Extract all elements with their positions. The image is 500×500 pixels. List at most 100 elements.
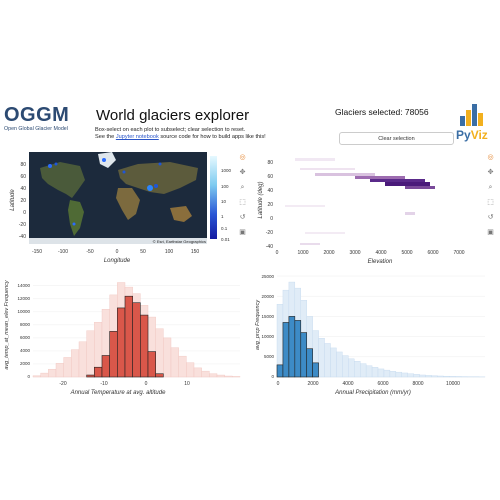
description-prefix: See the [95, 134, 116, 140]
colorbar-tick: 10 [221, 199, 227, 204]
precipitation-histogram[interactable]: avg_prcp Frequency 0 5000 10000 15000 20… [253, 270, 495, 400]
all-glaciers-bar [232, 376, 241, 378]
pyviz-py: Py [456, 128, 471, 142]
heatmap-xtick: 2000 [323, 250, 334, 256]
selected-glaciers-bar [300, 332, 308, 378]
map-ylabel: Latitude [10, 189, 16, 211]
all-glaciers-bar [336, 351, 343, 378]
all-glaciers-bar [324, 343, 331, 378]
all-glaciers-bar [78, 341, 87, 378]
heatmap-ylabel: Latitude (deg) [258, 181, 264, 218]
colorbar-tick: 100 [221, 184, 229, 189]
selected-glaciers-bar [312, 362, 319, 378]
all-glaciers-bar [178, 355, 187, 378]
pyviz-logo: PyViz [456, 104, 498, 144]
save-icon[interactable]: ▣ [487, 229, 494, 236]
selected-glaciers-bar [101, 355, 110, 378]
prcp-xtick: 10000 [446, 381, 460, 387]
save-icon[interactable]: ▣ [239, 229, 246, 236]
selected-glaciers-bar [294, 320, 302, 378]
zoom-icon[interactable]: ⌕ [240, 184, 245, 191]
all-glaciers-bar [437, 375, 444, 378]
map-xtick: -100 [58, 249, 68, 255]
prcp-ylabel: avg_prcp Frequency [255, 299, 261, 350]
bokeh-logo-icon[interactable]: ◎ [239, 154, 246, 161]
oggm-logo-subtitle: Open Global Glacier Model [4, 126, 68, 132]
bokeh-logo-icon[interactable]: ◎ [487, 154, 494, 161]
all-glaciers-bar [48, 368, 57, 378]
all-glaciers-bar [342, 355, 349, 378]
all-glaciers-bar [389, 371, 397, 378]
colorbar-tick: 1 [221, 214, 224, 219]
heatmap-xtick: 4000 [375, 250, 386, 256]
map-glacier-points [48, 158, 162, 226]
all-glaciers-bar [163, 337, 172, 378]
box-select-icon[interactable]: ⬚ [239, 199, 246, 206]
all-glaciers-bar [186, 362, 195, 378]
clear-selection-button[interactable]: Clear selection [339, 132, 454, 145]
all-glaciers-bar [55, 363, 64, 378]
heatmap-xtick: 7000 [453, 250, 464, 256]
all-glaciers-bar [449, 376, 456, 378]
selected-glaciers-bar [147, 351, 156, 378]
all-glaciers-bar [413, 374, 420, 378]
all-glaciers-bar [348, 358, 355, 378]
selected-glaciers-bar [306, 348, 313, 378]
heatmap-ytick: 20 [267, 202, 273, 208]
reset-icon[interactable]: ↺ [239, 214, 246, 221]
all-glaciers-bar [170, 347, 179, 378]
map-basemap [29, 152, 207, 244]
all-glaciers-bar [155, 328, 164, 378]
temp-ytick: 2000 [20, 361, 31, 366]
all-glaciers-bar [377, 368, 385, 378]
selected-glaciers-bar [288, 316, 296, 378]
heatmap-ytick: 40 [267, 188, 273, 194]
all-glaciers-bar [359, 363, 367, 378]
pan-icon[interactable]: ✥ [239, 169, 246, 176]
temperature-histogram[interactable]: avg_temp_at_mean_elev Frequency 0 2000 4… [0, 270, 250, 400]
all-glaciers-bar [401, 372, 408, 378]
map-xtick: 0 [116, 249, 119, 255]
heatmap-toolbar: ◎ ✥ ⌕ ⬚ ↺ ▣ [486, 153, 496, 243]
reset-icon[interactable]: ↺ [487, 214, 494, 221]
colorbar-tick: 1000 [221, 168, 232, 173]
selected-glaciers-bar [117, 307, 126, 378]
prcp-xtick: 2000 [307, 381, 318, 387]
glacier-map-plot[interactable]: Latitude 80 60 40 20 0 -20 -40 © Esri, E… [0, 150, 250, 245]
all-glaciers-bar [63, 357, 72, 378]
heatmap-ytick: 60 [267, 174, 273, 180]
prcp-ytick: 10000 [261, 334, 274, 339]
temp-ytick: 14000 [17, 283, 30, 288]
heatmap-xtick: 5000 [401, 250, 412, 256]
zoom-icon[interactable]: ⌕ [488, 184, 493, 191]
temp-xtick: 0 [145, 381, 148, 387]
all-glaciers-bar [86, 330, 95, 378]
temp-xlabel: Annual Temperature at avg. altitude [70, 390, 167, 396]
all-glaciers-bar [193, 367, 202, 378]
map-attribution: © Esri, Earthstar Geographics [153, 239, 206, 244]
map-toolbar: ◎ ✥ ⌕ ⬚ ↺ ▣ [238, 153, 248, 243]
box-select-icon[interactable]: ⬚ [487, 199, 494, 206]
map-xtick: 100 [165, 249, 174, 255]
prcp-xtick: 8000 [412, 381, 423, 387]
temp-bars [32, 282, 241, 378]
heatmap-xtick: 1000 [297, 250, 308, 256]
all-glaciers-bar [318, 338, 325, 378]
selected-glaciers-bar [276, 364, 284, 378]
all-glaciers-bar [209, 373, 218, 378]
heatmap-ytick: 80 [267, 160, 273, 166]
notebook-link[interactable]: Jupyter notebook [115, 134, 159, 140]
all-glaciers-bar [395, 371, 403, 378]
pan-icon[interactable]: ✥ [487, 169, 494, 176]
all-glaciers-bar [425, 375, 432, 378]
temp-ytick: 12000 [17, 296, 30, 301]
all-glaciers-bar [201, 370, 210, 378]
temp-xtick: 10 [184, 381, 190, 387]
elevation-latitude-heatmap[interactable]: Latitude (deg) 80 60 40 20 0 -20 -40 0 1… [255, 150, 495, 265]
prcp-xtick: 4000 [342, 381, 353, 387]
prcp-ytick: 25000 [261, 274, 274, 279]
colorbar-tick: 0.1 [221, 226, 228, 231]
map-ytick: 20 [20, 198, 26, 204]
map-xaxis: -150 -100 -50 0 50 100 150 Longitude [32, 249, 199, 264]
heatmap-cells [285, 158, 435, 245]
